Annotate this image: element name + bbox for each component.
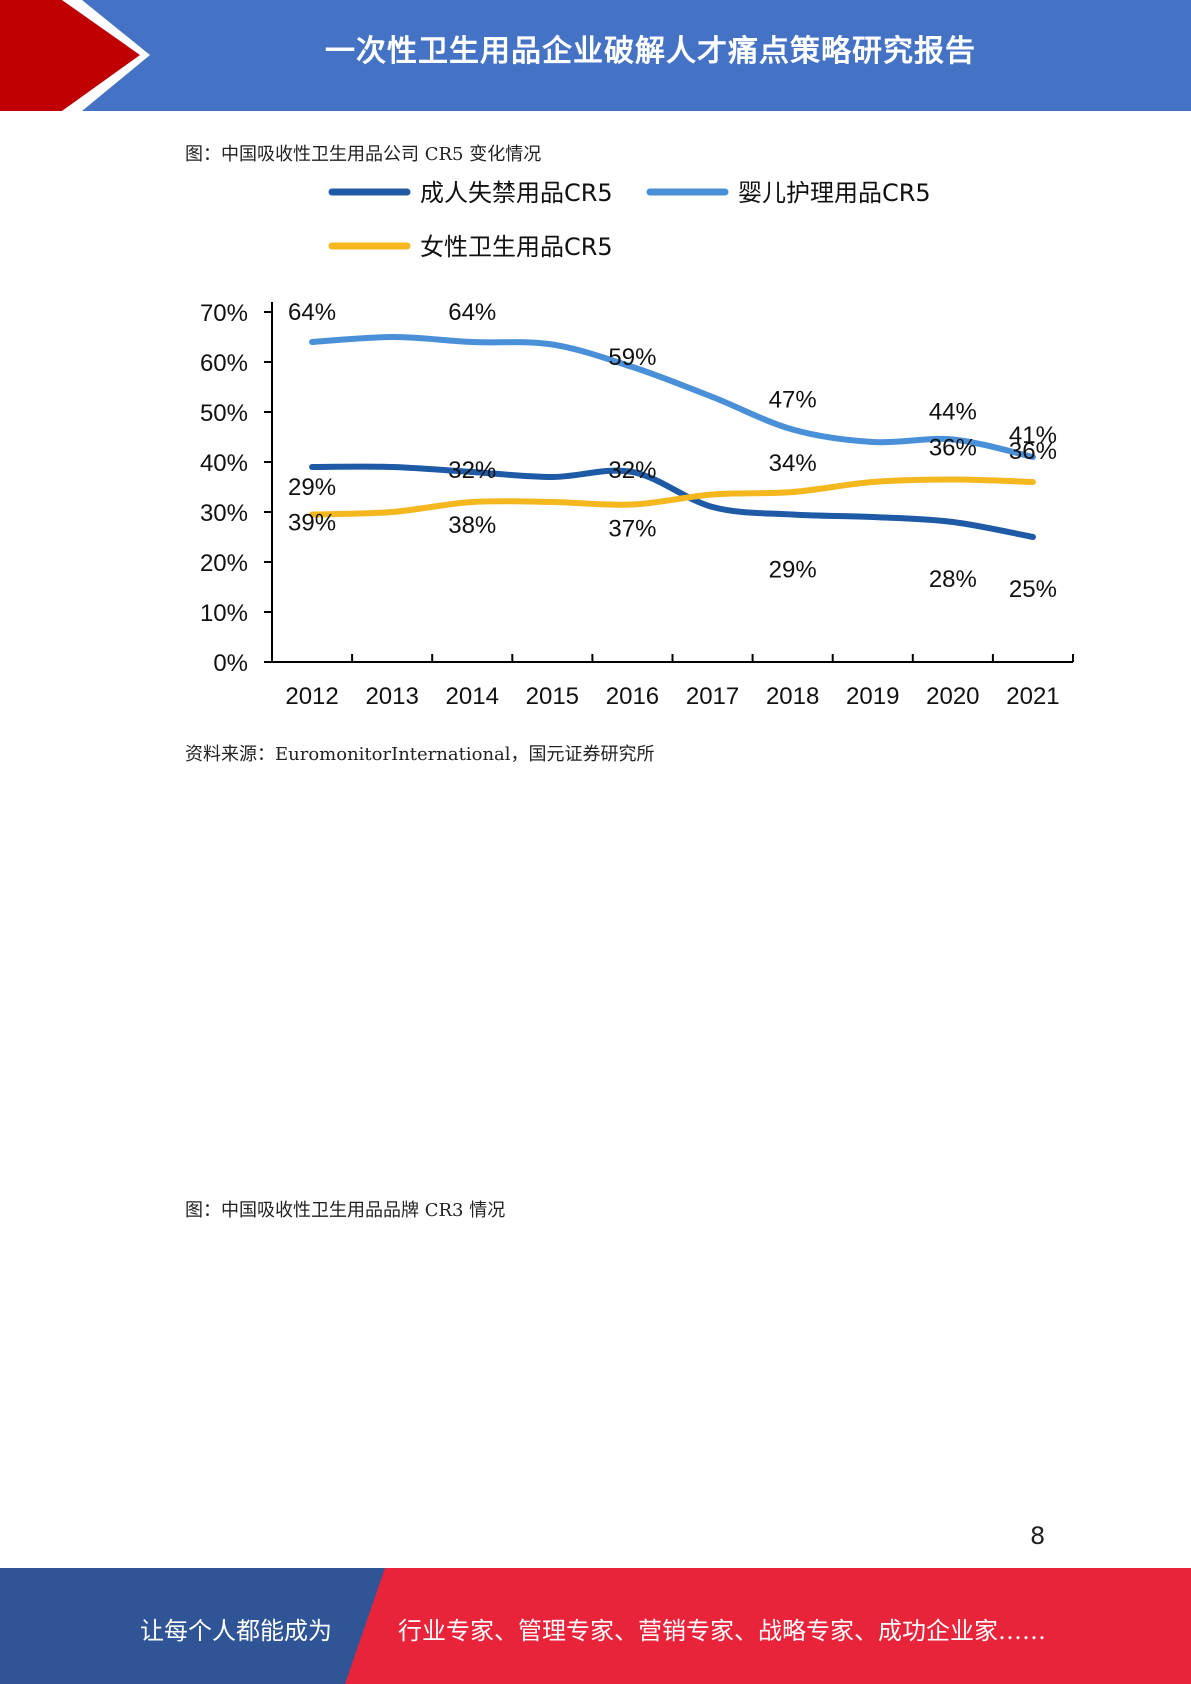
report-title: 一次性卫生用品企业破解人才痛点策略研究报告	[325, 34, 976, 69]
series-line-2	[309, 334, 1036, 460]
y-tick-label: 20%	[200, 550, 248, 577]
y-tick-label: 10%	[200, 600, 248, 627]
figure1-source: 资料来源：EuromonitorInternational，国元证券研究所	[185, 744, 655, 765]
legend-label-1: 成人失禁用品CR5	[420, 179, 613, 207]
x-tick-label: 2013	[365, 683, 418, 710]
data-label: 28%	[929, 566, 977, 593]
footer-background	[0, 1568, 1191, 1684]
data-label: 34%	[769, 450, 817, 477]
data-label: 47%	[769, 387, 817, 414]
data-label: 37%	[608, 516, 656, 543]
data-label: 39%	[288, 510, 336, 537]
x-tick-label: 2017	[686, 683, 739, 710]
data-label: 25%	[1009, 576, 1057, 603]
y-tick-label: 30%	[200, 500, 248, 527]
x-tick-label: 2021	[1006, 683, 1059, 710]
y-tick-label: 60%	[200, 350, 248, 377]
y-tick-label: 50%	[200, 400, 248, 427]
data-label: 32%	[448, 457, 496, 484]
data-label: 36%	[929, 435, 977, 462]
figure1-caption: 图：中国吸收性卫生用品公司 CR5 变化情况	[185, 144, 542, 165]
data-label: 29%	[769, 557, 817, 584]
data-label: 41%	[1009, 422, 1057, 449]
x-tick-label: 2015	[526, 683, 579, 710]
data-label: 59%	[608, 344, 656, 371]
y-tick-label: 0%	[213, 650, 248, 677]
y-tick-label: 40%	[200, 450, 248, 477]
legend-label-3: 女性卫生用品CR5	[420, 233, 613, 261]
x-tick-label: 2014	[446, 683, 499, 710]
data-label: 32%	[608, 457, 656, 484]
footer-expert-list: 行业专家、管理专家、营销专家、战略专家、成功企业家……	[398, 1617, 1046, 1645]
x-tick-label: 2012	[285, 683, 338, 710]
header-chevron-icon	[0, 0, 150, 111]
data-label: 38%	[448, 512, 496, 539]
report-footer: 让每个人都能成为 行业专家、管理专家、营销专家、战略专家、成功企业家……	[0, 1568, 1191, 1684]
report-header: 一次性卫生用品企业破解人才痛点策略研究报告	[0, 0, 1191, 111]
legend-label-2: 婴儿护理用品CR5	[738, 179, 931, 207]
x-tick-label: 2020	[926, 683, 979, 710]
x-tick-label: 2016	[606, 683, 659, 710]
footer-slogan: 让每个人都能成为	[140, 1617, 332, 1645]
series-line-3	[309, 476, 1036, 518]
cr5-line-chart: 成人失禁用品CR5 婴儿护理用品CR5 女性卫生用品CR5 0% 10% 20% 30% 40…	[200, 179, 1074, 710]
page-number: 8	[1030, 1522, 1046, 1550]
x-tick-label: 2018	[766, 683, 819, 710]
data-label: 36%	[1009, 438, 1057, 465]
x-tick-label: 2019	[846, 683, 899, 710]
figure2-caption: 图：中国吸收性卫生用品品牌 CR3 情况	[185, 1200, 506, 1221]
data-label: 29%	[288, 474, 336, 501]
data-label: 44%	[929, 399, 977, 426]
data-label: 64%	[448, 299, 496, 326]
y-tick-label: 70%	[200, 300, 248, 327]
series-line-1	[309, 463, 1036, 540]
data-label: 64%	[288, 299, 336, 326]
